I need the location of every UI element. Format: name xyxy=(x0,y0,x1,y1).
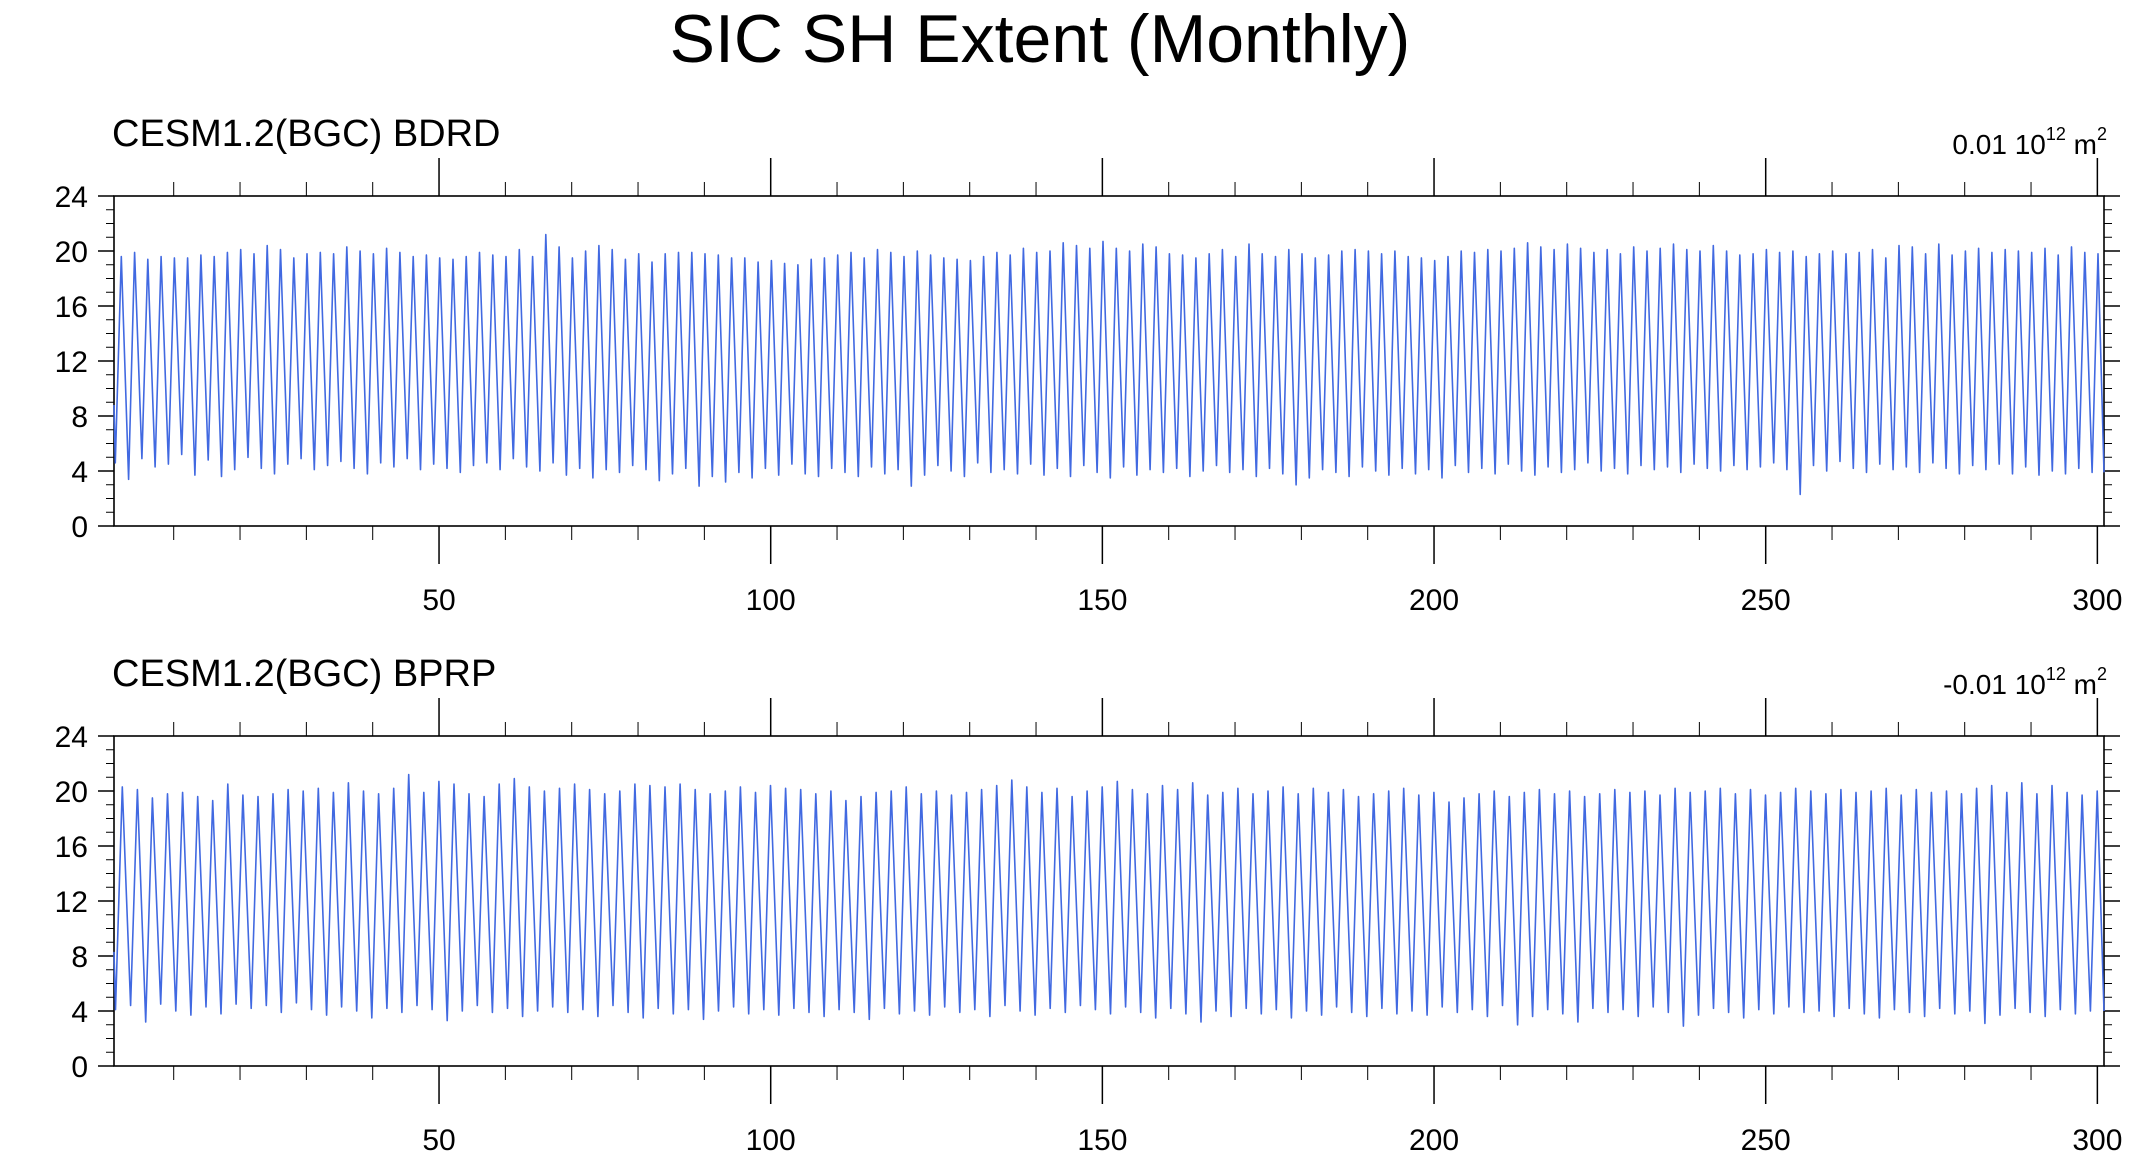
y-tick-label: 16 xyxy=(55,831,88,864)
y-tick-label: 4 xyxy=(71,996,88,1029)
units-label: -0.01 1012 m2 xyxy=(1943,664,2107,700)
x-tick-label: 100 xyxy=(746,584,796,617)
x-tick-label: 300 xyxy=(2072,584,2122,617)
y-tick-label: 12 xyxy=(55,346,88,379)
x-tick-label: 50 xyxy=(422,584,455,617)
y-tick-label: 0 xyxy=(71,1051,88,1084)
panel-top: CESM1.2(BGC) BDRD 0.01 1012 m2 0 4 8 12 16 20… xyxy=(55,113,2123,617)
panel-bottom: CESM1.2(BGC) BPRP -0.01 1012 m2 0 4 8 12 16 2… xyxy=(55,653,2123,1157)
x-tick-label: 250 xyxy=(1741,584,1791,617)
x-tick-label: 100 xyxy=(746,1124,796,1157)
plot-frame xyxy=(113,195,2105,527)
x-tick-label: 150 xyxy=(1077,1124,1127,1157)
y-tick-label: 0 xyxy=(71,511,88,544)
units-label: 0.01 1012 m2 xyxy=(1952,124,2107,160)
panel-title: CESM1.2(BGC) BPRP xyxy=(112,653,496,695)
x-tick-label: 150 xyxy=(1077,584,1127,617)
main-title: SIC SH Extent (Monthly) xyxy=(670,1,1411,77)
x-tick-label: 300 xyxy=(2072,1124,2122,1157)
series-line xyxy=(113,773,2105,1027)
axes: 0 4 8 12 16 20 24 50 100 150 200 250 300 xyxy=(55,158,2122,617)
y-tick-label: 12 xyxy=(55,886,88,919)
x-tick-label: 50 xyxy=(422,1124,455,1157)
y-tick-label: 16 xyxy=(55,291,88,324)
y-tick-label: 8 xyxy=(71,401,88,434)
y-tick-label: 20 xyxy=(55,236,88,269)
x-tick-label: 200 xyxy=(1409,584,1459,617)
panel-title: CESM1.2(BGC) BDRD xyxy=(112,113,501,155)
y-tick-label: 24 xyxy=(55,721,88,754)
y-tick-label: 4 xyxy=(71,456,88,489)
x-tick-label: 250 xyxy=(1741,1124,1791,1157)
y-tick-label: 24 xyxy=(55,181,88,214)
series-line xyxy=(113,233,2105,496)
y-tick-label: 8 xyxy=(71,941,88,974)
y-tick-label: 20 xyxy=(55,776,88,809)
axes: 0 4 8 12 16 20 24 50 100 150 200 250 300 xyxy=(55,698,2122,1157)
x-tick-label: 200 xyxy=(1409,1124,1459,1157)
